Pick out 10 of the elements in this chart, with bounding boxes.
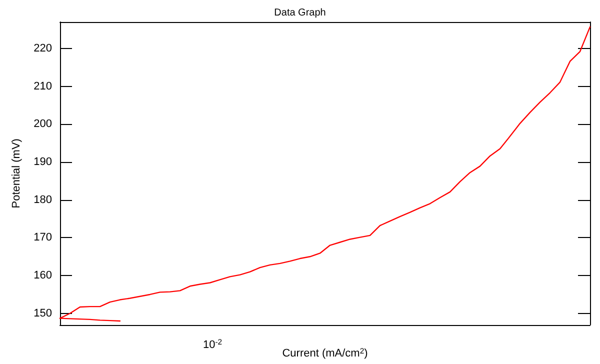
y-tick-label: 190	[34, 156, 52, 168]
y-tick-label: 170	[34, 232, 52, 244]
y-tick-label: 180	[34, 194, 52, 206]
y-tick-label: 200	[34, 118, 52, 130]
y-tick-label: 210	[34, 80, 52, 92]
chart-title: Data Graph	[274, 8, 326, 18]
y-tick-label: 160	[34, 270, 52, 282]
y-axis-title: Potential (mV)	[10, 138, 22, 208]
y-tick-label: 150	[34, 307, 52, 320]
y-tick-label: 220	[34, 42, 52, 54]
